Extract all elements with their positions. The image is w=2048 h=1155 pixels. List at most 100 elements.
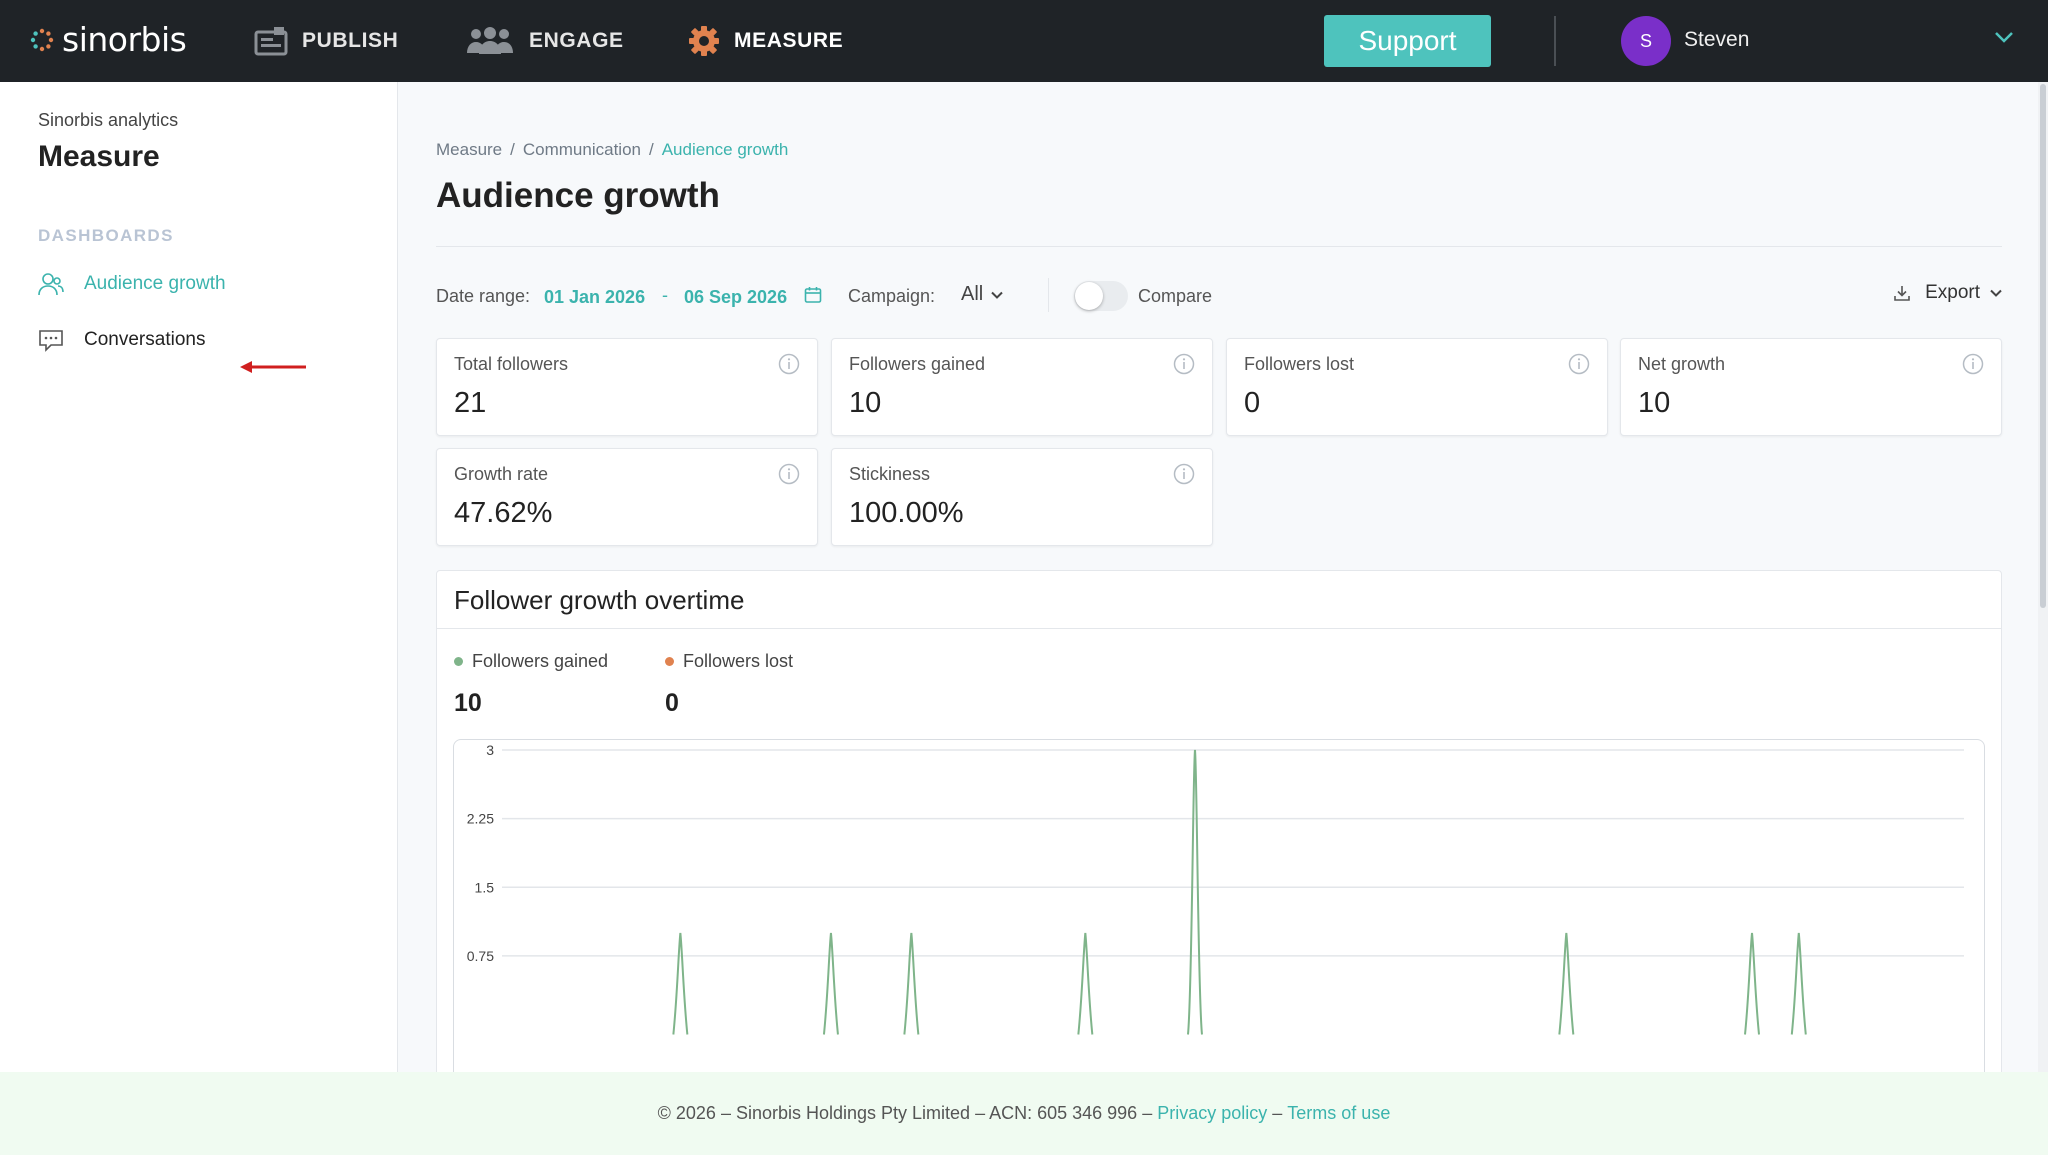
legend-dot-icon	[665, 657, 674, 666]
y-tick-label: 3	[486, 742, 494, 758]
nav-publish-label: PUBLISH	[302, 29, 399, 52]
data-point-spike[interactable]	[903, 932, 920, 1035]
metric-value: 0	[1244, 387, 1261, 419]
metric-label: Growth rate	[454, 464, 549, 484]
metric-card-growth-rate: Growth rate 47.62%	[436, 448, 818, 546]
data-point-spike[interactable]	[672, 932, 689, 1035]
chevron-down-icon	[1990, 289, 2002, 297]
metric-value: 10	[849, 387, 882, 419]
breadcrumb-measure[interactable]: Measure	[436, 140, 503, 159]
sidebar-item-label: Conversations	[84, 329, 206, 350]
metric-card-followers-lost: Followers lost 0	[1226, 338, 1608, 436]
gear-icon	[689, 26, 719, 56]
sidebar-section-heading: DASHBOARDS	[38, 226, 174, 245]
metric-value: 21	[454, 387, 487, 419]
export-button[interactable]: Export	[1893, 282, 2002, 304]
users-icon	[38, 273, 64, 296]
metric-card-net-growth: Net growth 10	[1620, 338, 2002, 436]
date-from-picker[interactable]: 01 Jan 2026	[544, 287, 646, 307]
metric-label: Stickiness	[849, 464, 931, 484]
nav-engage-label: ENGAGE	[529, 29, 624, 52]
data-point-spike[interactable]	[1186, 749, 1203, 1035]
metric-card-total-followers: Total followers 21	[436, 338, 818, 436]
chart-area: 3 2.25 1.5 0.75	[453, 739, 1985, 1089]
nav-engage[interactable]: ENGAGE	[465, 0, 624, 82]
compare-label: Compare	[1138, 286, 1213, 306]
info-icon[interactable]	[1173, 463, 1195, 485]
annotation-arrow-icon	[240, 361, 306, 373]
divider	[436, 246, 2002, 247]
download-icon	[1894, 286, 1910, 301]
nav-measure-label: MEASURE	[734, 29, 844, 52]
privacy-policy-link[interactable]: Privacy policy	[1157, 1103, 1268, 1123]
metric-value: 10	[1638, 387, 1671, 419]
chevron-down-icon	[991, 291, 1003, 299]
data-point-spike[interactable]	[1790, 932, 1807, 1035]
sidebar-title: Measure	[38, 140, 160, 173]
legend-followers-gained[interactable]: Followers gained	[454, 651, 608, 672]
y-tick-label: 0.75	[467, 948, 494, 964]
avatar[interactable]: S	[1621, 16, 1671, 66]
breadcrumb-communication[interactable]: Communication	[522, 140, 641, 159]
page-scrollbar[interactable]	[2038, 82, 2048, 1072]
info-icon[interactable]	[778, 463, 800, 485]
terms-of-use-link[interactable]: Terms of use	[1287, 1103, 1391, 1123]
sidebar-item-audience-growth[interactable]: Audience growth	[38, 272, 226, 296]
footer-separator: –	[1272, 1103, 1283, 1123]
sidebar-subtitle: Sinorbis analytics	[38, 110, 179, 130]
info-icon[interactable]	[1568, 353, 1590, 375]
footer-copyright: © 2026 – Sinorbis Holdings Pty Limited –…	[657, 1103, 1153, 1123]
sidebar: Sinorbis analytics Measure DASHBOARDS Au…	[0, 82, 398, 1072]
publish-icon	[254, 27, 288, 56]
chevron-down-icon[interactable]	[1994, 30, 2014, 44]
campaign-value: All	[961, 283, 984, 305]
scrollbar-thumb[interactable]	[2040, 84, 2046, 608]
legend-value-gained: 10	[454, 689, 482, 717]
page-title: Audience growth	[436, 176, 720, 215]
support-button[interactable]: Support	[1324, 15, 1491, 67]
metric-value: 100.00%	[849, 497, 964, 529]
data-point-spike[interactable]	[1558, 932, 1575, 1035]
nav-divider	[1554, 16, 1556, 66]
brand-name: sinorbis	[62, 20, 187, 59]
chart-title: Follower growth overtime	[454, 585, 745, 615]
compare-toggle[interactable]	[1074, 281, 1128, 311]
calendar-icon[interactable]	[804, 286, 822, 304]
data-point-spike[interactable]	[1077, 932, 1094, 1035]
sidebar-item-label: Audience growth	[84, 273, 226, 294]
sinorbis-logo-icon	[30, 28, 54, 51]
follower-growth-chart: 3 2.25 1.5 0.75	[467, 742, 1964, 1035]
metric-label: Net growth	[1638, 354, 1726, 374]
legend-label: Followers gained	[472, 651, 609, 671]
user-name[interactable]: Steven	[1684, 28, 1750, 51]
info-icon[interactable]	[778, 353, 800, 375]
nav-publish[interactable]: PUBLISH	[254, 0, 398, 82]
data-point-spike[interactable]	[822, 932, 839, 1035]
footer: © 2026 – Sinorbis Holdings Pty Limited –…	[0, 1072, 2048, 1155]
date-to-picker[interactable]: 06 Sep 2026	[684, 287, 788, 307]
follower-growth-panel: Follower growth overtime Followers gaine…	[436, 570, 2002, 1090]
metric-value: 47.62%	[454, 497, 553, 529]
metric-card-stickiness: Stickiness 100.00%	[831, 448, 1213, 546]
info-icon[interactable]	[1962, 353, 1984, 375]
metric-label: Followers lost	[1244, 354, 1355, 374]
y-tick-label: 1.5	[475, 879, 495, 895]
date-separator: -	[662, 285, 668, 305]
export-label: Export	[1925, 282, 1980, 303]
sidebar-item-conversations[interactable]: Conversations	[38, 328, 205, 352]
brand-logo[interactable]: sinorbis	[30, 20, 187, 59]
filter-divider	[1048, 278, 1049, 312]
data-point-spike[interactable]	[1744, 932, 1761, 1035]
chat-icon	[39, 330, 63, 352]
metric-label: Total followers	[454, 354, 569, 374]
legend-value-lost: 0	[665, 689, 679, 717]
date-range-label: Date range:	[436, 286, 531, 306]
campaign-select[interactable]: All	[961, 283, 1003, 306]
filter-bar: Date range: 01 Jan 2026 - 06 Sep 2026 Ca…	[436, 278, 2002, 312]
divider	[437, 628, 2001, 629]
campaign-label: Campaign:	[848, 286, 936, 306]
breadcrumb: Measure / Communication / Audience growth	[436, 140, 789, 159]
nav-measure[interactable]: MEASURE	[688, 0, 843, 82]
info-icon[interactable]	[1173, 353, 1195, 375]
legend-followers-lost[interactable]: Followers lost	[665, 651, 793, 672]
